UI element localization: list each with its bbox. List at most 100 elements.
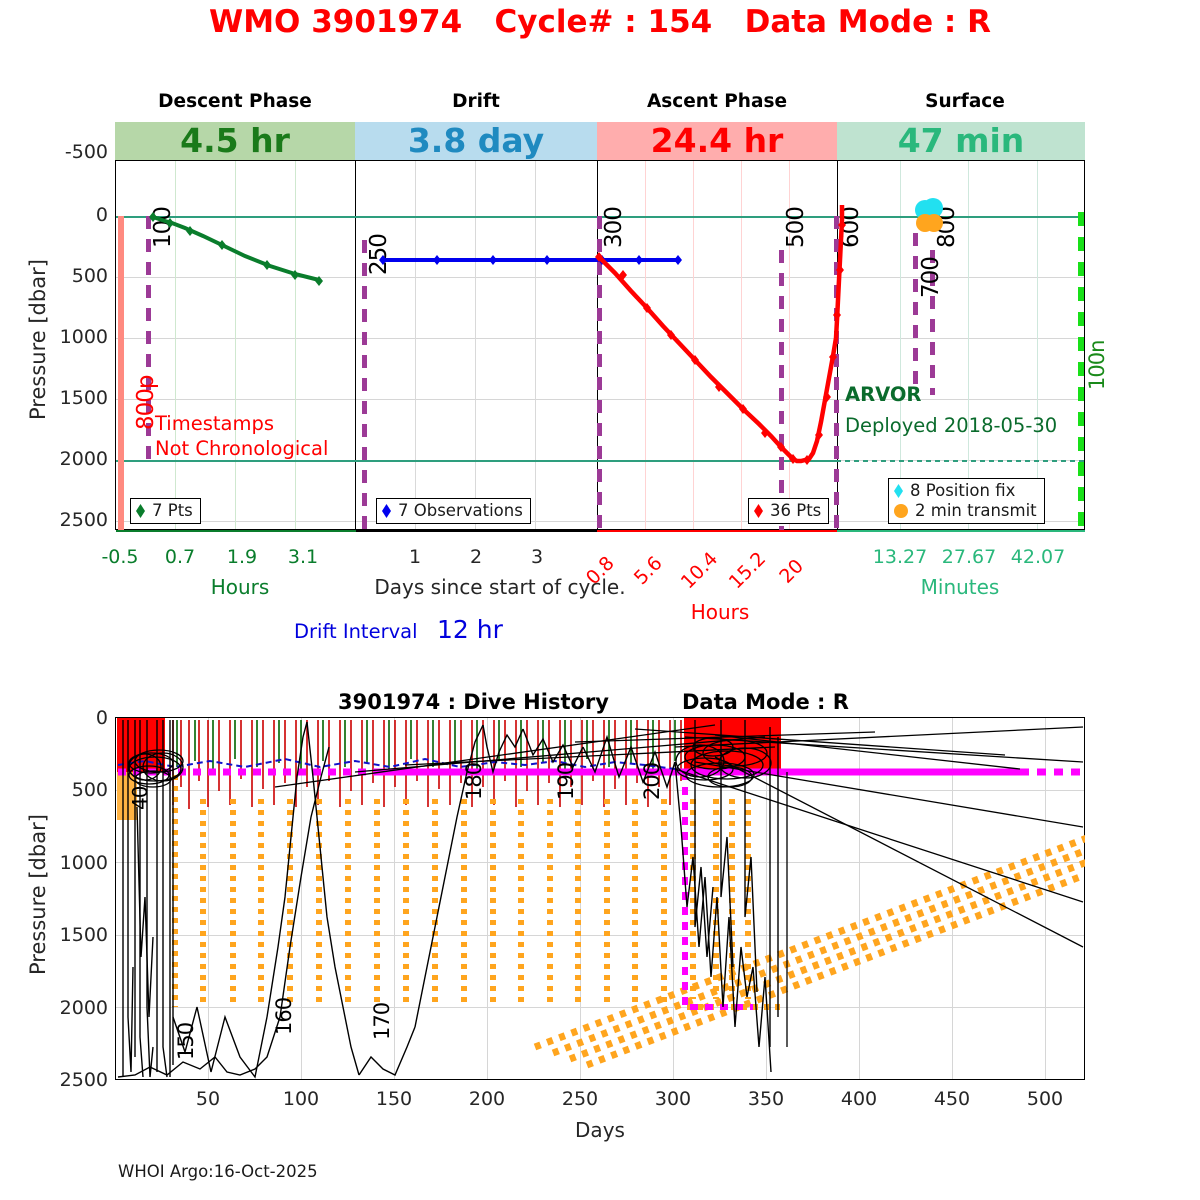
diamond-marker-icon bbox=[754, 504, 763, 518]
dive-history-data-mode: Data Mode : R bbox=[682, 690, 849, 714]
xtick-drift-1: 2 bbox=[469, 546, 483, 568]
footer-text: WHOI Argo:16-Oct-2025 bbox=[118, 1162, 318, 1181]
drift-interval-label: Drift Interval bbox=[294, 620, 418, 643]
xtick-dive-9: 500 bbox=[1026, 1088, 1064, 1110]
phase-duration-descent: 4.5 hr bbox=[115, 122, 355, 160]
dive-cycle-label-170: 170 bbox=[370, 1002, 394, 1040]
ytick-main-0: -500 bbox=[64, 141, 108, 163]
gridline-v bbox=[175, 161, 176, 529]
legend-row: 7 Pts bbox=[136, 501, 193, 521]
dive-cycle-label-40: 40 bbox=[128, 786, 152, 810]
ytick-dive-1: 500 bbox=[71, 779, 108, 801]
ytick-main-1: 0 bbox=[95, 204, 108, 226]
cycle-marker-line bbox=[779, 250, 784, 530]
timestamps-warning-line1: Timestamps bbox=[155, 412, 275, 435]
phase-label-descent: Descent Phase bbox=[158, 91, 312, 112]
gridline-v bbox=[645, 161, 646, 529]
profile-traces-right bbox=[582, 720, 779, 1073]
park-pressure-step bbox=[682, 772, 753, 1010]
surface-transmit-markers bbox=[916, 214, 943, 232]
bottom-profile-trace bbox=[117, 746, 330, 1078]
xtick-ascent-3: 15.2 bbox=[724, 547, 771, 594]
xtick-dive-1: 100 bbox=[282, 1088, 320, 1110]
gridline-v bbox=[789, 161, 790, 529]
phase-duration-ascent: 24.4 hr bbox=[597, 122, 837, 160]
xtick-dive-0: 50 bbox=[195, 1088, 221, 1110]
ascent-points bbox=[595, 220, 846, 465]
trajectory-lines-right bbox=[274, 724, 1084, 948]
cycle-marker-line bbox=[834, 216, 839, 530]
xtick-surface-1: 27.67 bbox=[941, 546, 997, 568]
xtick-dive-6: 350 bbox=[747, 1088, 785, 1110]
legend-label: 7 Pts bbox=[152, 501, 193, 520]
xtick-dive-2: 150 bbox=[375, 1088, 413, 1110]
legend-label: 7 Observations bbox=[398, 501, 523, 520]
ytick-dive-0: 0 bbox=[95, 707, 108, 729]
gridline-v bbox=[673, 718, 674, 1079]
dive-cycle-label-180: 180 bbox=[462, 762, 486, 800]
xtick-descent-1: 0.7 bbox=[164, 546, 196, 568]
float-type-label: ARVOR bbox=[845, 383, 922, 406]
cycle-marker-line bbox=[146, 216, 151, 460]
deployment-date-label: Deployed 2018-05-30 bbox=[845, 414, 1058, 437]
xaxis-title-descent: Hours bbox=[210, 575, 270, 599]
gridline-v bbox=[415, 161, 416, 529]
gridline-v bbox=[968, 161, 969, 529]
ytick-dive-2: 1000 bbox=[59, 852, 108, 874]
scribble-cluster-left bbox=[128, 749, 184, 788]
xtick-ascent-2: 10.4 bbox=[676, 547, 723, 594]
ytick-main-4: 1500 bbox=[59, 387, 108, 409]
xtick-drift-2: 3 bbox=[530, 546, 544, 568]
gridline-v bbox=[900, 161, 901, 529]
drift-interval-value: 12 hr bbox=[437, 615, 503, 644]
cycle-marker-line bbox=[930, 250, 935, 395]
legend-row: 7 Observations bbox=[382, 501, 523, 521]
xtick-descent-2: 1.9 bbox=[226, 546, 258, 568]
gridline-h bbox=[116, 790, 1084, 791]
ytick-dive-5: 2500 bbox=[59, 1069, 108, 1091]
xaxis-title-surface: Minutes bbox=[920, 575, 1000, 599]
subaxis-line-descent bbox=[116, 530, 356, 532]
xtick-dive-8: 450 bbox=[933, 1088, 971, 1110]
gridline-v bbox=[952, 718, 953, 1079]
subaxis-line-surface bbox=[837, 530, 1085, 532]
gridline-h bbox=[116, 862, 1084, 863]
cycle-marker-line bbox=[913, 233, 918, 393]
phase-label-drift: Drift bbox=[452, 91, 500, 112]
xtick-surface-2: 42.07 bbox=[1010, 546, 1066, 568]
dive-cycle-label-150: 150 bbox=[174, 1022, 198, 1060]
legend-drift: 7 Observations bbox=[376, 498, 531, 524]
ylabel-main: Pressure [dbar] bbox=[26, 259, 50, 420]
dive-history-traces bbox=[117, 718, 1085, 1079]
axis-divider bbox=[355, 161, 357, 529]
deploy-pressure-line bbox=[118, 216, 124, 530]
timestamps-warning-line2: Not Chronological bbox=[155, 437, 329, 460]
gridline-v bbox=[295, 161, 296, 529]
ytick-main-2: 500 bbox=[71, 265, 108, 287]
gridline-v bbox=[208, 718, 209, 1079]
descent-points bbox=[149, 212, 323, 286]
gridline-v bbox=[235, 161, 236, 529]
gridline-v bbox=[741, 161, 742, 529]
page-title: WMO 3901974 Cycle# : 154 Data Mode : R bbox=[209, 4, 991, 40]
phase-label-surface: Surface bbox=[925, 91, 1005, 112]
phase-label-ascent: Ascent Phase bbox=[646, 91, 788, 112]
green-marker-line bbox=[1078, 212, 1084, 530]
ytick-main-3: 1000 bbox=[59, 326, 108, 348]
dive-cycle-label-190: 190 bbox=[554, 762, 578, 800]
gridline-v bbox=[859, 718, 860, 1079]
legend-descent: 7 Pts bbox=[130, 498, 201, 524]
circle-marker-icon bbox=[894, 504, 908, 518]
profile-traces-left bbox=[122, 720, 174, 1078]
profile-traces-mid bbox=[172, 721, 584, 1079]
dive-history-title: 3901974 : Dive History bbox=[338, 690, 609, 714]
legend-label: 36 Pts bbox=[770, 501, 822, 520]
xtick-dive-5: 300 bbox=[654, 1088, 692, 1110]
subaxis-line-drift bbox=[356, 530, 597, 532]
legend-label: 2 min transmit bbox=[915, 501, 1037, 520]
phase-duration-surface: 47 min bbox=[837, 122, 1085, 160]
gridline-v bbox=[1037, 161, 1038, 529]
xtick-descent-0: -0.5 bbox=[101, 546, 139, 568]
diamond-marker-icon bbox=[136, 504, 145, 518]
gridline-v bbox=[394, 718, 395, 1079]
